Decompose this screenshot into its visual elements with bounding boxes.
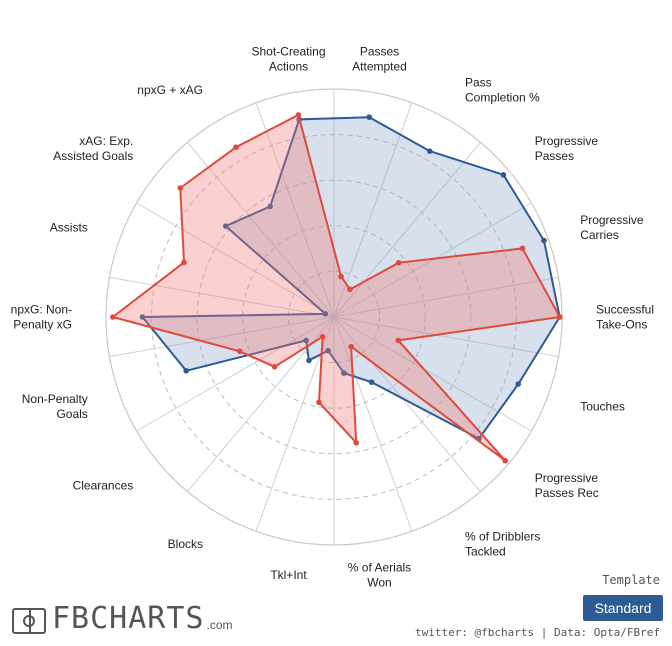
grid-ring xyxy=(196,179,472,455)
series-2-point xyxy=(177,185,184,191)
category-label: Progressive Carries xyxy=(580,213,644,242)
data-credit: twitter: @fbcharts | Data: Opta/FBref xyxy=(414,626,660,639)
series-1-point xyxy=(306,357,312,364)
category-label: Successful Take-Ons xyxy=(596,303,654,332)
grid-spoke xyxy=(109,276,335,318)
logo-domain: .com xyxy=(206,618,233,632)
series-2-point xyxy=(347,286,353,293)
category-label: npxG + xAG xyxy=(137,83,203,97)
series-2-point xyxy=(319,333,326,340)
category-label: Pass Completion % xyxy=(465,76,540,105)
grid-spoke xyxy=(333,316,481,492)
category-label: Passes Attempted xyxy=(352,44,407,73)
series-1-point xyxy=(341,370,347,376)
series-2-point xyxy=(348,343,354,350)
series-2-point xyxy=(395,337,402,344)
series-1-point xyxy=(139,314,146,320)
pitch-icon xyxy=(12,608,46,634)
series-1-point xyxy=(366,114,373,120)
series-2-point xyxy=(338,273,344,280)
series-2-point xyxy=(271,364,278,370)
category-label: Non-Penalty Goals xyxy=(22,392,88,421)
radar-series xyxy=(110,112,563,464)
grid-spoke xyxy=(187,316,335,492)
series-2-point xyxy=(556,314,563,320)
category-label: npxG: Non-Penalty xG xyxy=(11,303,72,332)
grid-spoke xyxy=(187,142,335,318)
series-1-point xyxy=(303,337,309,344)
series-1-point xyxy=(267,203,273,210)
category-label: Shot-Creating Actions xyxy=(251,44,325,73)
series-2-point xyxy=(395,259,402,266)
grid-ring xyxy=(242,225,426,409)
grid-spoke xyxy=(255,102,335,318)
series-2-point xyxy=(110,314,116,320)
series-2-point xyxy=(353,439,359,446)
grid-spoke xyxy=(136,316,335,432)
grid-spoke xyxy=(333,102,413,318)
grid-spoke xyxy=(333,316,413,532)
category-label: Progressive Passes xyxy=(535,134,599,163)
series-1-point xyxy=(325,347,331,354)
grid-spoke xyxy=(333,316,559,358)
series-1-point xyxy=(515,381,522,387)
category-label: Tkl+Int xyxy=(270,568,307,582)
category-label: Clearances xyxy=(73,478,134,492)
category-label: Blocks xyxy=(168,537,203,551)
grid-spoke xyxy=(109,316,335,358)
category-label: Assists xyxy=(50,220,88,234)
series-1-point xyxy=(426,148,433,154)
series-2-point xyxy=(295,112,302,118)
logo-text: FBCHARTS xyxy=(52,601,205,636)
series-2-point xyxy=(181,259,187,266)
template-standard-button[interactable]: Standard xyxy=(583,595,663,621)
grid-spoke xyxy=(333,142,481,318)
category-label: % of Dribblers Tackled xyxy=(465,529,540,558)
category-label: Progressive Passes Rec xyxy=(535,471,599,500)
series-1-point xyxy=(368,379,375,385)
category-label: xAG: Exp. Assisted Goals xyxy=(53,134,133,163)
series-2-point xyxy=(316,399,322,406)
grid-spoke xyxy=(136,202,335,318)
series-2-point xyxy=(236,348,243,355)
grid-ring xyxy=(287,270,381,364)
fbcharts-logo: FBCHARTS .com xyxy=(12,604,233,634)
series-1-point xyxy=(183,368,189,374)
category-label: % of Aerials Won xyxy=(348,561,411,590)
category-labels: Passes Attempted Pass Completion % Progressi… xyxy=(11,44,654,589)
template-label: Template xyxy=(602,573,660,587)
series-1-point xyxy=(500,172,507,178)
series-1-point xyxy=(222,223,229,229)
grid-spoke xyxy=(333,202,532,318)
series-2-point xyxy=(519,245,526,252)
series-2-point xyxy=(233,144,239,150)
series-2-point xyxy=(502,457,508,464)
category-label: Touches xyxy=(580,400,625,414)
series-1-point xyxy=(541,237,547,244)
series-1-point xyxy=(322,311,329,317)
grid-spoke xyxy=(333,276,559,318)
